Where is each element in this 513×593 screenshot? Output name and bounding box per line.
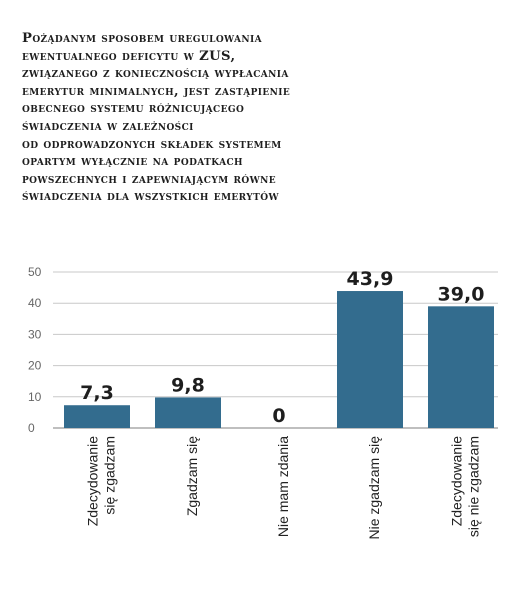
bars xyxy=(64,291,494,428)
bar xyxy=(337,291,403,428)
y-tick-label: 50 xyxy=(28,265,42,279)
bar xyxy=(428,306,494,428)
category-label-line: Nie zgadzam się xyxy=(366,436,382,540)
category-label-line: się zgadzam xyxy=(102,436,118,515)
category-label: Zgadzam się xyxy=(184,436,200,516)
category-label: Zdecydowanie się zgadzam xyxy=(85,436,118,526)
bar xyxy=(64,405,130,428)
y-tick-label: 20 xyxy=(28,359,42,373)
category-label-line: Zdecydowanie xyxy=(85,436,101,526)
data-label: 39,0 xyxy=(438,283,485,305)
data-label: 7,3 xyxy=(80,382,114,404)
bar xyxy=(155,397,221,428)
category-labels: Zdecydowanie się zgadzam Zgadzam się Nie ma… xyxy=(85,436,482,540)
category-label-line: Zgadzam się xyxy=(184,436,200,516)
category-label-line: Zdecydowanie xyxy=(449,436,465,526)
y-tick-label: 10 xyxy=(28,390,42,404)
category-label-line: Nie mam zdania xyxy=(275,436,291,537)
data-label: 43,9 xyxy=(347,268,394,290)
data-label: 9,8 xyxy=(171,374,205,396)
chart-title: Pożądanym sposobem uregulowania ewentual… xyxy=(22,31,291,205)
category-label: Zdecydowanie się nie zgadzam xyxy=(449,436,482,537)
category-label-line: się nie zgadzam xyxy=(466,436,482,537)
y-tick-label: 0 xyxy=(28,421,35,435)
category-label: Nie zgadzam się xyxy=(366,436,382,540)
data-label: 0 xyxy=(272,405,285,427)
category-label: Nie mam zdania xyxy=(275,436,291,537)
y-tick-label: 40 xyxy=(28,296,42,310)
data-labels: 7,3 9,8 0 43,9 39,0 xyxy=(80,268,484,427)
y-tick-label: 30 xyxy=(28,327,42,341)
